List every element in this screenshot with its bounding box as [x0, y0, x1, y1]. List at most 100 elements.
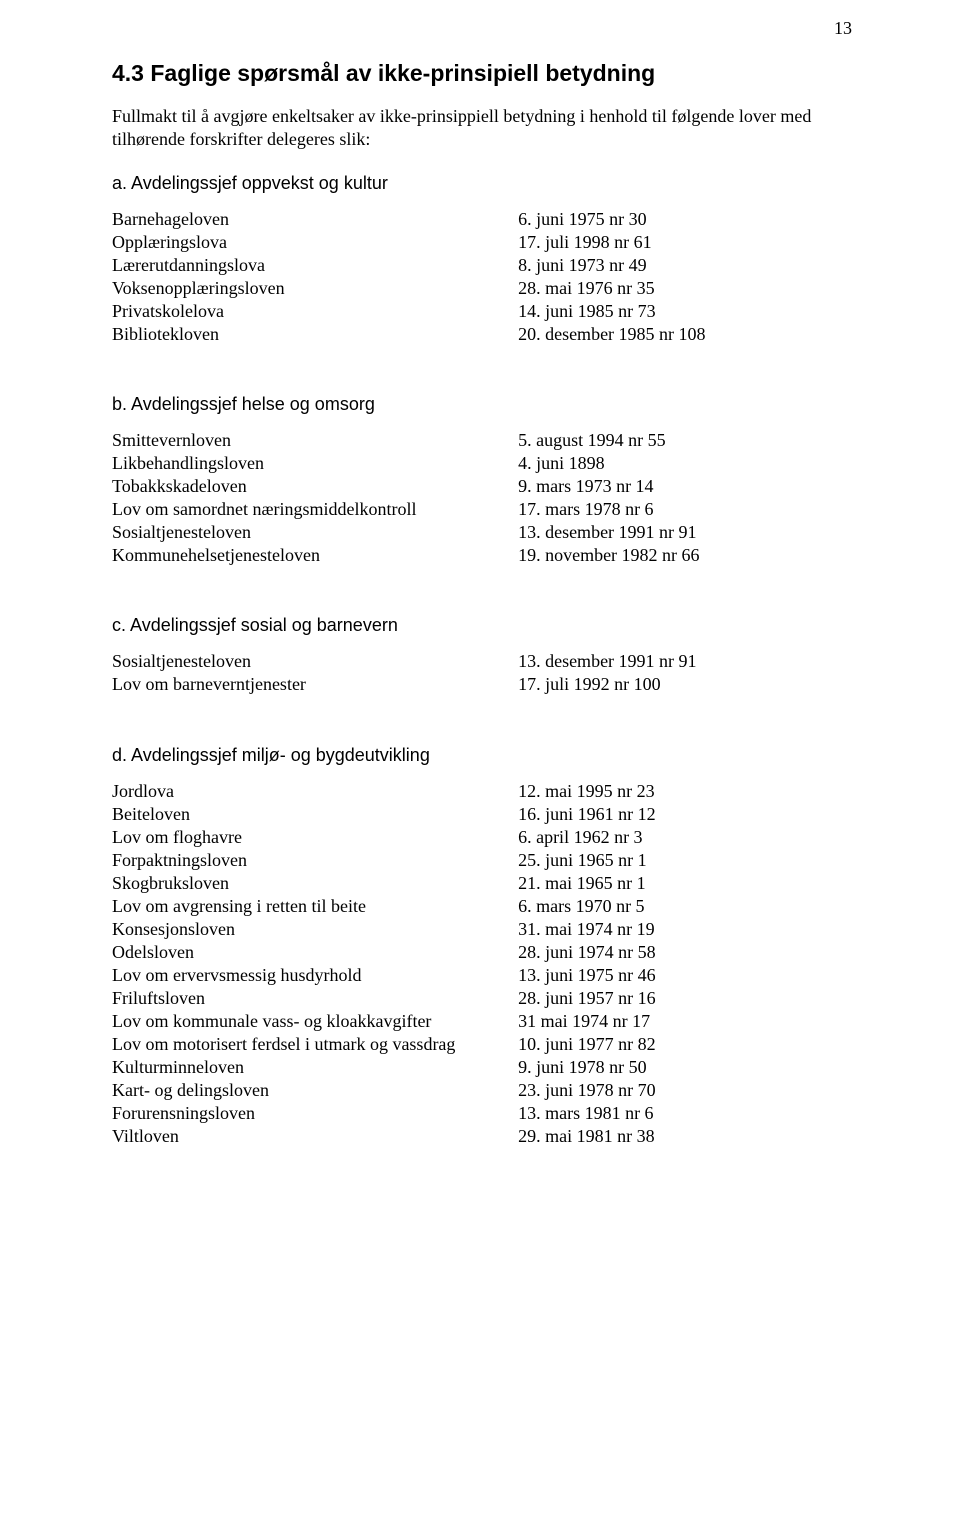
subsection-heading: b. Avdelingssjef helse og omsorg: [112, 394, 864, 415]
table-row: Sosialtjenesteloven13. desember 1991 nr …: [112, 650, 864, 673]
table-row: Lov om floghavre6. april 1962 nr 3: [112, 826, 864, 849]
law-name: Sosialtjenesteloven: [112, 521, 518, 544]
law-name: Lærerutdanningslova: [112, 254, 518, 277]
law-name: Lov om samordnet næringsmiddelkontroll: [112, 498, 518, 521]
law-name: Voksenopplæringsloven: [112, 277, 518, 300]
table-row: Tobakkskadeloven9. mars 1973 nr 14: [112, 475, 864, 498]
table-row: Kart- og delingsloven23. juni 1978 nr 70: [112, 1079, 864, 1102]
law-date: 25. juni 1965 nr 1: [518, 849, 864, 872]
law-name: Forpaktningsloven: [112, 849, 518, 872]
law-date: 4. juni 1898: [518, 452, 864, 475]
table-row: Forurensningsloven13. mars 1981 nr 6: [112, 1102, 864, 1125]
law-name: Tobakkskadeloven: [112, 475, 518, 498]
table-row: Barnehageloven6. juni 1975 nr 30: [112, 208, 864, 231]
law-name: Forurensningsloven: [112, 1102, 518, 1125]
law-date: 6. mars 1970 nr 5: [518, 895, 864, 918]
law-date: 19. november 1982 nr 66: [518, 544, 864, 567]
law-date: 20. desember 1985 nr 108: [518, 323, 864, 346]
law-name: Lov om motorisert ferdsel i utmark og va…: [112, 1033, 518, 1056]
table-row: Friluftsloven28. juni 1957 nr 16: [112, 987, 864, 1010]
section-gap: [112, 697, 864, 723]
law-date: 31. mai 1974 nr 19: [518, 918, 864, 941]
law-date: 29. mai 1981 nr 38: [518, 1125, 864, 1148]
table-row: Voksenopplæringsloven28. mai 1976 nr 35: [112, 277, 864, 300]
law-date: 9. mars 1973 nr 14: [518, 475, 864, 498]
law-date: 13. juni 1975 nr 46: [518, 964, 864, 987]
intro-paragraph: Fullmakt til å avgjøre enkeltsaker av ik…: [112, 105, 864, 151]
law-table: Sosialtjenesteloven13. desember 1991 nr …: [112, 650, 864, 696]
table-row: Jordlova12. mai 1995 nr 23: [112, 780, 864, 803]
table-row: Kulturminneloven9. juni 1978 nr 50: [112, 1056, 864, 1079]
law-name: Skogbruksloven: [112, 872, 518, 895]
table-row: Lov om samordnet næringsmiddelkontroll17…: [112, 498, 864, 521]
law-date: 31 mai 1974 nr 17: [518, 1010, 864, 1033]
law-date: 28. juni 1957 nr 16: [518, 987, 864, 1010]
section-gap: [112, 346, 864, 372]
table-row: Skogbruksloven21. mai 1965 nr 1: [112, 872, 864, 895]
section-gap: [112, 567, 864, 593]
law-name: Lov om barneverntjenester: [112, 673, 518, 696]
law-name: Bibliotekloven: [112, 323, 518, 346]
law-name: Sosialtjenesteloven: [112, 650, 518, 673]
table-row: Lov om avgrensing i retten til beite6. m…: [112, 895, 864, 918]
law-name: Kulturminneloven: [112, 1056, 518, 1079]
page-number: 13: [834, 18, 852, 39]
law-name: Beiteloven: [112, 803, 518, 826]
law-date: 21. mai 1965 nr 1: [518, 872, 864, 895]
law-date: 28. mai 1976 nr 35: [518, 277, 864, 300]
table-row: Privatskolelova14. juni 1985 nr 73: [112, 300, 864, 323]
law-name: Viltloven: [112, 1125, 518, 1148]
law-date: 16. juni 1961 nr 12: [518, 803, 864, 826]
law-date: 17. mars 1978 nr 6: [518, 498, 864, 521]
table-row: Lov om motorisert ferdsel i utmark og va…: [112, 1033, 864, 1056]
law-table: Jordlova12. mai 1995 nr 23Beiteloven16. …: [112, 780, 864, 1149]
table-row: Odelsloven28. juni 1974 nr 58: [112, 941, 864, 964]
law-date: 17. juli 1998 nr 61: [518, 231, 864, 254]
law-name: Lov om avgrensing i retten til beite: [112, 895, 518, 918]
law-date: 9. juni 1978 nr 50: [518, 1056, 864, 1079]
subsection-heading: a. Avdelingssjef oppvekst og kultur: [112, 173, 864, 194]
table-row: Kommunehelsetjenesteloven19. november 19…: [112, 544, 864, 567]
law-name: Lov om ervervsmessig husdyrhold: [112, 964, 518, 987]
table-row: Bibliotekloven20. desember 1985 nr 108: [112, 323, 864, 346]
law-date: 12. mai 1995 nr 23: [518, 780, 864, 803]
law-name: Barnehageloven: [112, 208, 518, 231]
table-row: Forpaktningsloven25. juni 1965 nr 1: [112, 849, 864, 872]
law-table: Smittevernloven5. august 1994 nr 55Likbe…: [112, 429, 864, 567]
subsection-heading: d. Avdelingssjef miljø- og bygdeutviklin…: [112, 745, 864, 766]
law-date: 13. desember 1991 nr 91: [518, 650, 864, 673]
law-date: 28. juni 1974 nr 58: [518, 941, 864, 964]
law-name: Friluftsloven: [112, 987, 518, 1010]
law-date: 8. juni 1973 nr 49: [518, 254, 864, 277]
law-date: 23. juni 1978 nr 70: [518, 1079, 864, 1102]
law-name: Kart- og delingsloven: [112, 1079, 518, 1102]
table-row: Lov om ervervsmessig husdyrhold13. juni …: [112, 964, 864, 987]
table-row: Sosialtjenesteloven13. desember 1991 nr …: [112, 521, 864, 544]
groups-container: a. Avdelingssjef oppvekst og kultur Barne…: [112, 173, 864, 1174]
law-name: Privatskolelova: [112, 300, 518, 323]
law-date: 10. juni 1977 nr 82: [518, 1033, 864, 1056]
table-row: Lærerutdanningslova8. juni 1973 nr 49: [112, 254, 864, 277]
table-row: Smittevernloven5. august 1994 nr 55: [112, 429, 864, 452]
law-date: 17. juli 1992 nr 100: [518, 673, 864, 696]
law-name: Opplæringslova: [112, 231, 518, 254]
law-date: 14. juni 1985 nr 73: [518, 300, 864, 323]
table-row: Viltloven29. mai 1981 nr 38: [112, 1125, 864, 1148]
table-row: Lov om kommunale vass- og kloakkavgifter…: [112, 1010, 864, 1033]
section-gap: [112, 1148, 864, 1174]
table-row: Opplæringslova17. juli 1998 nr 61: [112, 231, 864, 254]
law-name: Konsesjonsloven: [112, 918, 518, 941]
law-name: Lov om floghavre: [112, 826, 518, 849]
section-heading: 4.3 Faglige spørsmål av ikke-prinsipiell…: [112, 60, 864, 87]
law-name: Likbehandlingsloven: [112, 452, 518, 475]
table-row: Konsesjonsloven31. mai 1974 nr 19: [112, 918, 864, 941]
law-date: 6. juni 1975 nr 30: [518, 208, 864, 231]
table-row: Lov om barneverntjenester17. juli 1992 n…: [112, 673, 864, 696]
law-date: 13. desember 1991 nr 91: [518, 521, 864, 544]
law-date: 13. mars 1981 nr 6: [518, 1102, 864, 1125]
law-date: 6. april 1962 nr 3: [518, 826, 864, 849]
subsection-heading: c. Avdelingssjef sosial og barnevern: [112, 615, 864, 636]
table-row: Likbehandlingsloven4. juni 1898: [112, 452, 864, 475]
law-table: Barnehageloven6. juni 1975 nr 30Opplærin…: [112, 208, 864, 346]
table-row: Beiteloven16. juni 1961 nr 12: [112, 803, 864, 826]
